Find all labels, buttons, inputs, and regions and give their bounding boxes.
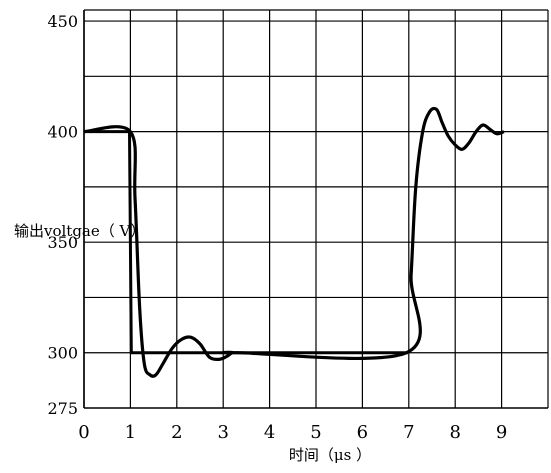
- x-tick-label: 5: [310, 422, 321, 443]
- x-tick-label: 8: [449, 422, 460, 443]
- x-tick-label: 7: [403, 422, 414, 443]
- x-tick-label: 9: [496, 422, 507, 443]
- x-tick-label: 0: [78, 422, 89, 443]
- x-tick-label: 1: [125, 422, 136, 443]
- x-tick-label: 6: [357, 422, 368, 443]
- x-tick-label: 2: [171, 422, 182, 443]
- y-tick-label: 450: [47, 12, 78, 31]
- x-tick-label: 4: [264, 422, 275, 443]
- x-tick-label: 3: [217, 422, 228, 443]
- series-line-2: [83, 106, 505, 378]
- tick-labels: 0 1 2 3 4 5 6 7 8 9 275 300 350 400 450: [47, 12, 507, 443]
- grid: [83, 9, 549, 409]
- y-axis-label: 输出voltgae（ V）: [14, 222, 145, 240]
- series-lines: [83, 106, 505, 378]
- y-tick-label: 275: [47, 399, 78, 418]
- x-axis-label: 时间（μs ）: [289, 446, 371, 464]
- y-tick-label: 400: [47, 123, 78, 142]
- y-tick-label: 300: [47, 344, 78, 363]
- y-tick-label: 350: [47, 233, 78, 252]
